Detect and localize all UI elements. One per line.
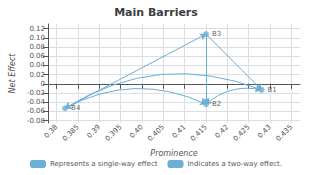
svg-text:0.39: 0.39 <box>85 123 102 140</box>
svg-text:0.04: 0.04 <box>29 61 45 69</box>
svg-text:Indicates a two-way effect.: Indicates a two-way effect. <box>188 160 283 168</box>
svg-text:0.405: 0.405 <box>146 123 166 143</box>
svg-text:B3: B3 <box>212 30 221 38</box>
svg-text:0.38: 0.38 <box>43 123 60 140</box>
svg-text:0.08: 0.08 <box>29 43 45 51</box>
svg-text:0.41: 0.41 <box>171 123 188 140</box>
svg-text:-0.08: -0.08 <box>27 117 45 125</box>
svg-text:Prominence: Prominence <box>150 149 197 158</box>
svg-text:0.435: 0.435 <box>274 123 294 143</box>
svg-text:0: 0 <box>41 80 45 88</box>
svg-text:0.42: 0.42 <box>214 123 231 140</box>
svg-text:0.395: 0.395 <box>104 123 124 143</box>
svg-text:Represents a single-way effect: Represents a single-way effect <box>50 160 158 168</box>
svg-text:0.10: 0.10 <box>29 34 45 42</box>
svg-text:B4: B4 <box>71 104 81 112</box>
svg-text:0.06: 0.06 <box>29 52 45 60</box>
svg-text:Net Effect: Net Effect <box>8 53 17 94</box>
svg-text:B2: B2 <box>212 100 221 108</box>
svg-text:0.415: 0.415 <box>189 123 209 143</box>
svg-text:B1: B1 <box>268 86 277 94</box>
svg-text:0.385: 0.385 <box>61 123 81 143</box>
svg-text:-0.04: -0.04 <box>27 98 46 106</box>
svg-text:-0.02: -0.02 <box>27 89 45 97</box>
svg-text:Main Barriers: Main Barriers <box>114 6 198 19</box>
svg-text:-0.06: -0.06 <box>27 107 46 115</box>
svg-text:0.12: 0.12 <box>29 25 45 33</box>
svg-text:0.02: 0.02 <box>29 71 45 79</box>
svg-text:0.425: 0.425 <box>232 123 252 143</box>
svg-text:0.43: 0.43 <box>256 123 273 140</box>
svg-text:0.40: 0.40 <box>128 123 145 140</box>
